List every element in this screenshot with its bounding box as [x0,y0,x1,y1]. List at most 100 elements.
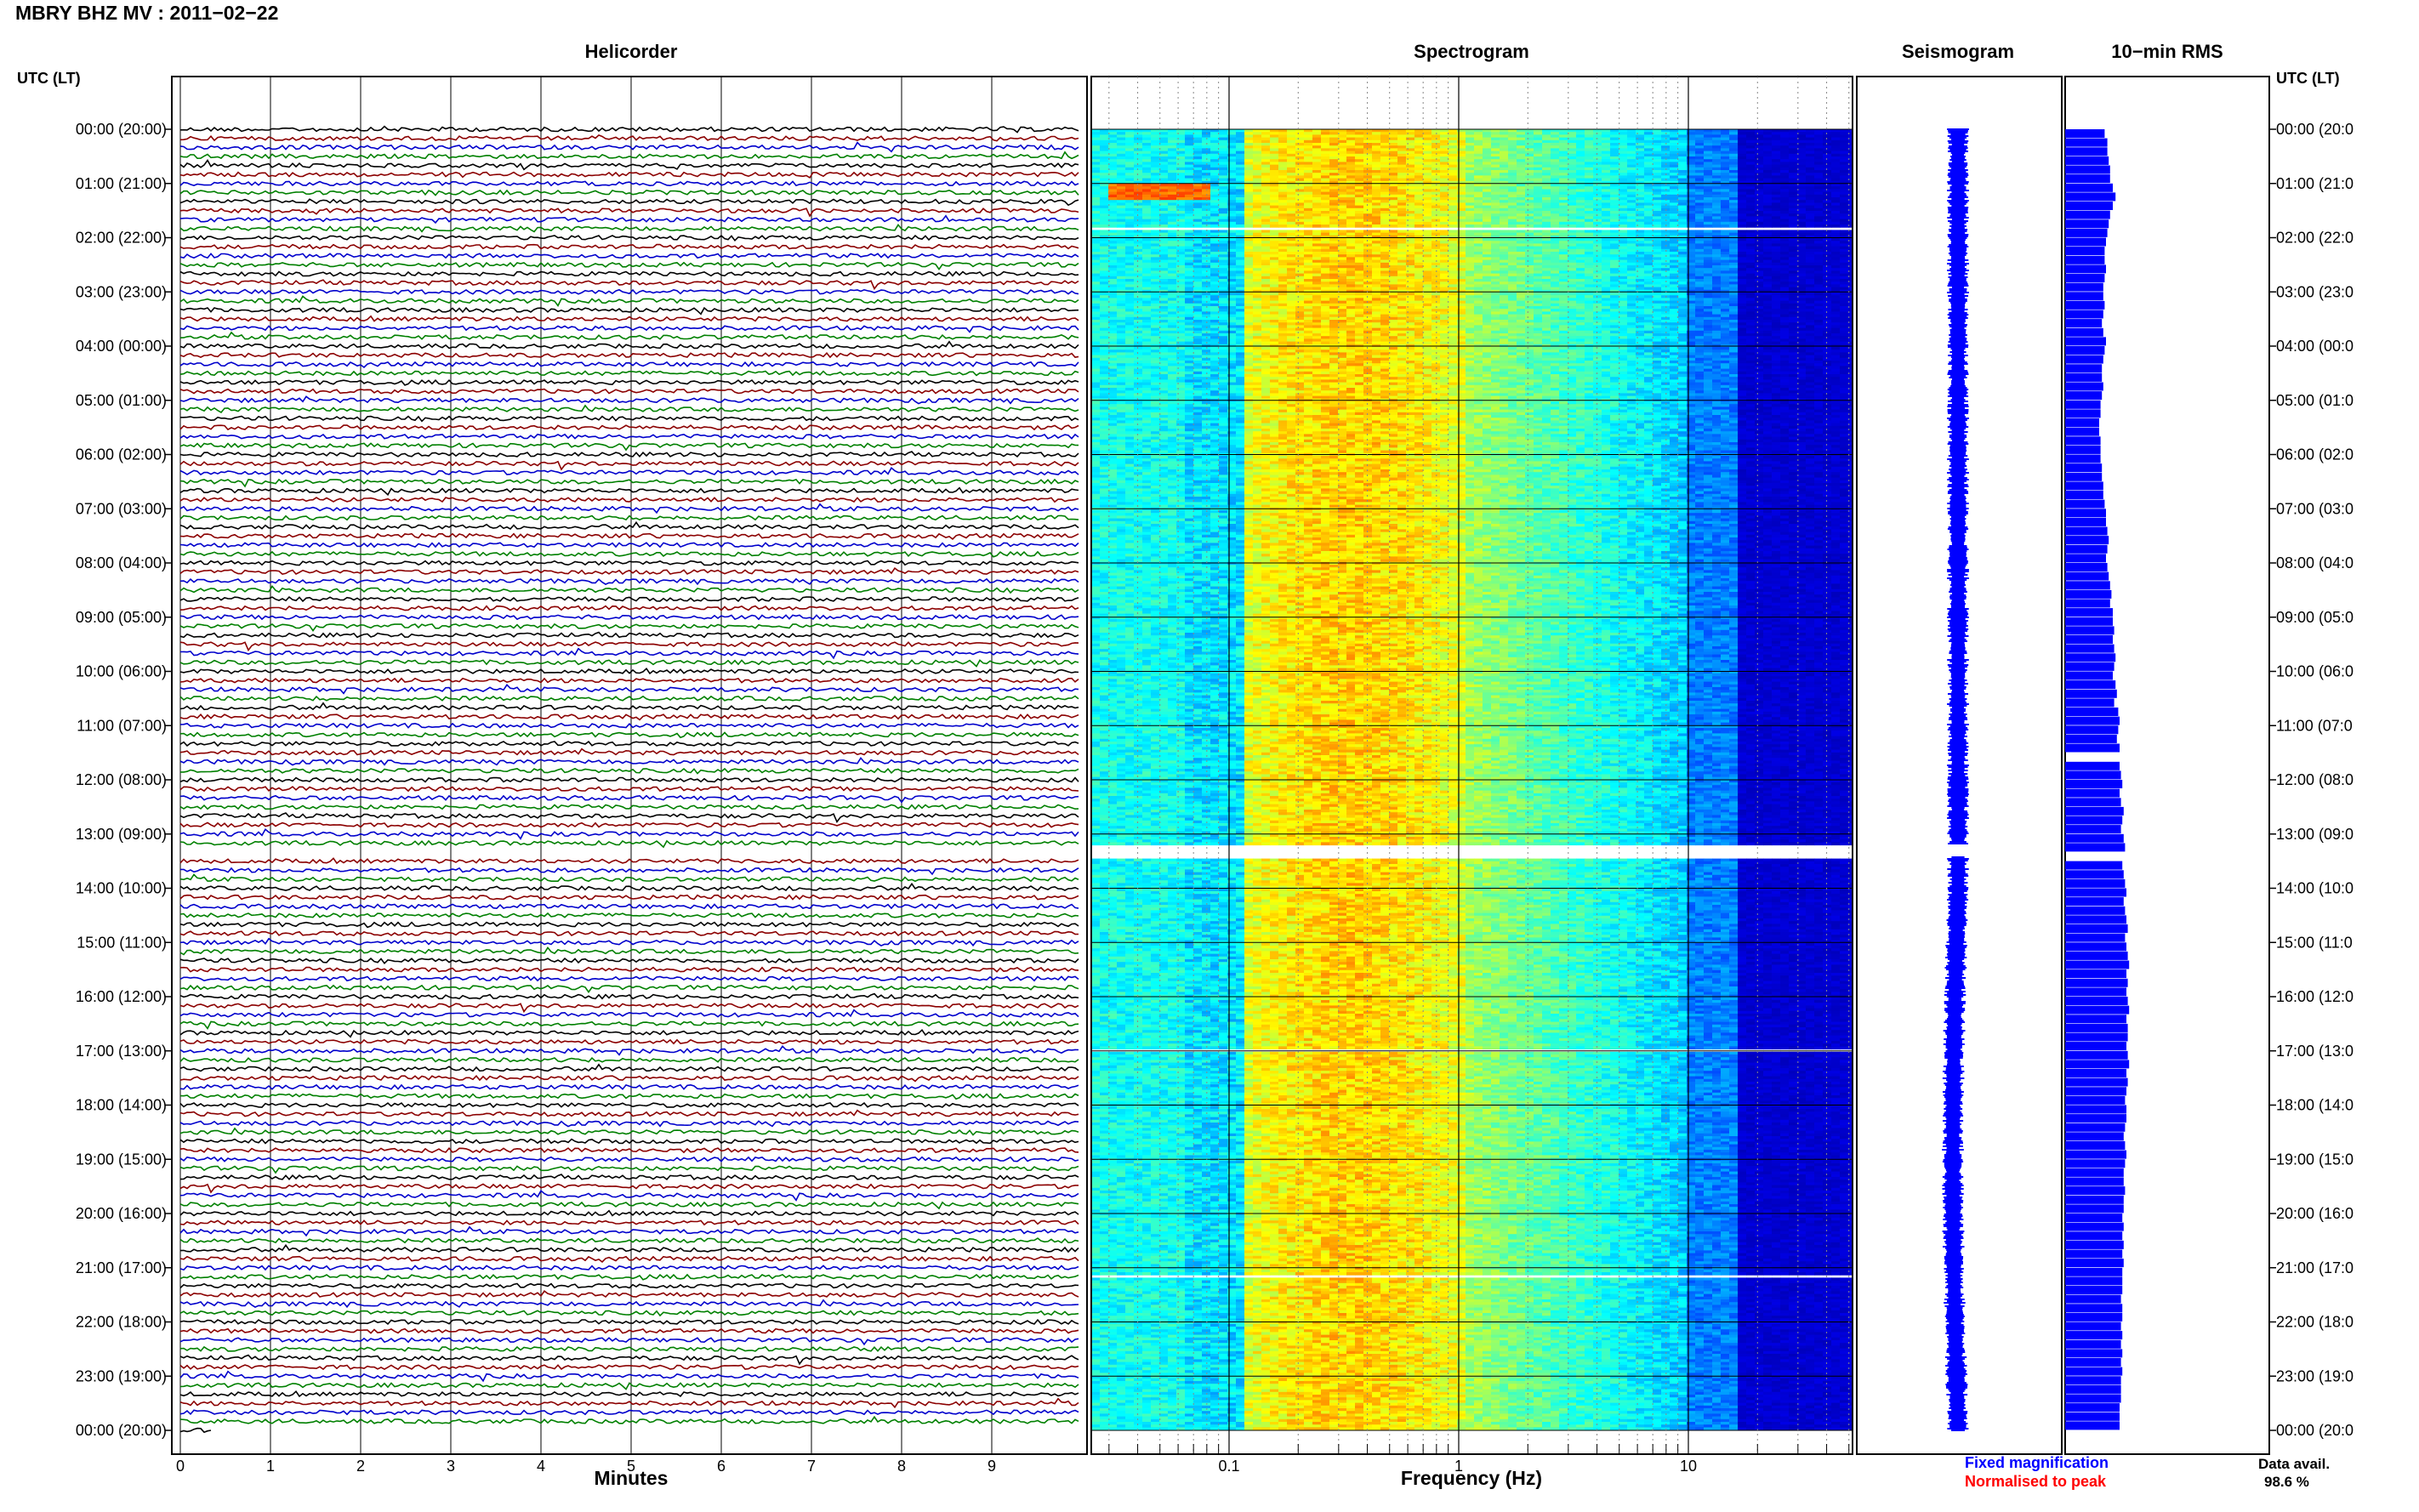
spectrogram-cell [1100,162,1109,165]
helicorder-trace [180,724,1079,728]
spectrogram-cell [1321,151,1330,155]
spectrogram-cell [1610,145,1619,149]
spectrogram-cell [1355,151,1364,155]
spectrogram-cell [1559,132,1568,135]
spectrogram-cell [1755,148,1764,151]
spectrogram-cell [1380,134,1390,138]
helicorder-trace [180,874,1079,881]
spectrogram-cell [1491,140,1500,144]
spectrogram-cell [1176,132,1186,135]
helicorder-trace [180,552,1079,557]
spectrogram-cell [1321,134,1330,138]
spectrogram-cell [1568,129,1577,133]
spectrogram-cell [1449,159,1458,162]
spectrogram-cell [1440,140,1449,144]
spectrogram-cell [1585,140,1594,144]
spectrogram-cell [1534,138,1543,141]
spectrogram-cell [1780,145,1790,149]
minute-tick-label: 2 [356,1458,365,1475]
spectrogram-cell [1627,129,1636,133]
helicorder-trace [180,1010,1079,1017]
spectrogram-cell [1287,134,1296,138]
spectrogram-cell [1542,159,1551,162]
spectrogram-cell [1108,154,1118,157]
spectrogram-cell [1372,154,1381,157]
spectrogram-cell [1763,138,1773,141]
spectrogram-cell [1219,145,1228,149]
spectrogram-cell [1814,140,1824,144]
helicorder-trace [180,947,1079,954]
helicorder-trace [180,931,1079,935]
spectrogram-cell [1380,145,1390,149]
spectrogram-cell [1525,134,1534,138]
spectrogram-cell [1576,148,1585,151]
spectrogram-cell [1704,134,1713,138]
spectrogram-cell [1474,151,1483,155]
spectrogram-cell [1372,159,1381,162]
helicorder-trace [180,633,1079,638]
spectrogram-cell [1474,129,1483,133]
spectrogram-cell [1712,140,1722,144]
spectrogram-cell [1295,129,1305,133]
helicorder-trace [180,1417,1079,1424]
spectrogram-cell [1508,159,1517,162]
spectrogram-cell [1814,148,1824,151]
spectrogram-cell [1780,151,1790,155]
spectrogram-cell [1772,140,1781,144]
spectrogram-cell [1397,159,1407,162]
spectrogram-cell [1831,148,1841,151]
spectrogram-cell [1278,132,1288,135]
spectrogram-cell [1355,129,1364,133]
helicorder-trace [180,1291,1079,1297]
spectrogram-cell [1636,154,1645,157]
minute-tick-label: 9 [988,1458,996,1475]
spectrogram-cell [1483,151,1492,155]
spectrogram-cell [1840,140,1849,144]
spectrogram-cell [1270,143,1279,146]
spectrogram-cell [1653,156,1662,160]
spectrogram-cell [1814,151,1824,155]
spectrogram-cell [1644,159,1653,162]
spectrogram-cell [1474,159,1483,162]
spectrogram-cell [1517,138,1526,141]
spectrogram-cell [1780,132,1790,135]
spectrogram-cell [1244,154,1254,157]
spectrogram-cell [1831,129,1841,133]
spectrogram-cell [1551,145,1560,149]
spectrogram-cell [1823,134,1832,138]
spectrogram-cell [1525,148,1534,151]
spectrogram-cell [1244,159,1254,162]
spectrogram-cell [1176,143,1186,146]
spectrogram-cell [1142,151,1152,155]
spectrogram-cell [1346,129,1356,133]
spectrogram-cell [1151,132,1160,135]
spectrogram-cell [1585,151,1594,155]
spectrogram-cell [1346,134,1356,138]
spectrogram-cell [1338,159,1347,162]
spectrogram-cell [1610,132,1619,135]
spectrogram-cell [1236,129,1245,133]
spectrogram-cell [1312,148,1322,151]
spectrogram-cell [1193,156,1203,160]
helicorder-trace [180,1191,1079,1200]
helicorder-trace [180,742,1079,746]
spectrogram-cell [1185,145,1194,149]
spectrogram-cell [1355,154,1364,157]
spectrogram-cell [1678,143,1688,146]
spectrogram-cell [1338,134,1347,138]
spectrogram-cell [1108,140,1118,144]
helicorder-trace [180,380,1079,385]
spectrogram-cell [1593,132,1602,135]
helicorder-trace [180,480,1079,486]
spectrogram-cell [1346,140,1356,144]
spectrogram-cell [1593,159,1602,162]
spectrogram-cell [1372,143,1381,146]
spectrogram-cell [1355,156,1364,160]
spectrogram-cell [1440,134,1449,138]
spectrogram-cell [1338,143,1347,146]
spectrogram-cell [1261,159,1271,162]
spectrogram-cell [1729,132,1739,135]
spectrogram-cell [1210,132,1220,135]
spectrogram-cell [1661,129,1671,133]
spectrogram-cell [1159,154,1169,157]
